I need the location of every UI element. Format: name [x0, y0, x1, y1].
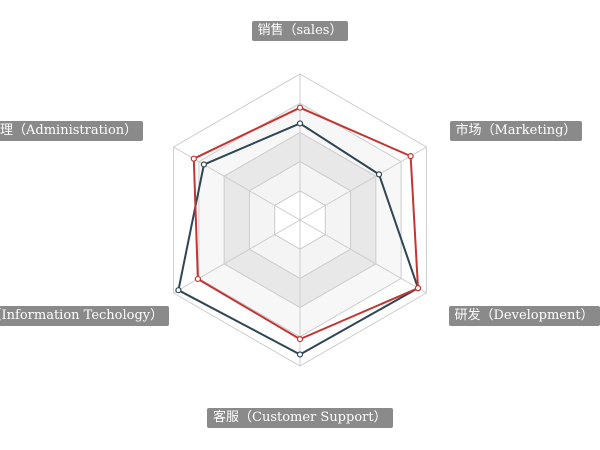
axis-line-4	[173, 219, 301, 294]
indicator-label-marketing: 市场（Marketing）	[449, 121, 583, 141]
series-1-point-3	[296, 336, 304, 343]
series-1-point-2	[414, 285, 422, 292]
series-0-point-3	[296, 351, 304, 358]
indicator-label-administration: 管理（Administration）	[0, 121, 144, 141]
series-0-point-0	[296, 120, 304, 127]
series-1	[190, 104, 422, 343]
indicator-label-sales: 销售（sales）	[251, 21, 349, 41]
axis-line-1	[299, 146, 427, 221]
radar-series	[175, 104, 422, 358]
series-1-point-1	[407, 153, 414, 160]
indicator-label-information-technology: 信息技术（Information Techology）	[0, 306, 170, 326]
series-0-point-4	[175, 287, 182, 294]
axis-line-2	[299, 219, 427, 294]
indicator-label-development: 研发（Development）	[448, 306, 600, 326]
series-1-point-0	[296, 104, 304, 111]
series-1-point-4	[194, 275, 201, 283]
indicator-label-customer-support: 客服（Customer Support）	[207, 408, 393, 428]
radar-axis-lines	[173, 74, 427, 366]
series-1-point-5	[190, 155, 197, 162]
series-0-point-5	[200, 161, 208, 168]
series-0-point-1	[375, 171, 383, 178]
